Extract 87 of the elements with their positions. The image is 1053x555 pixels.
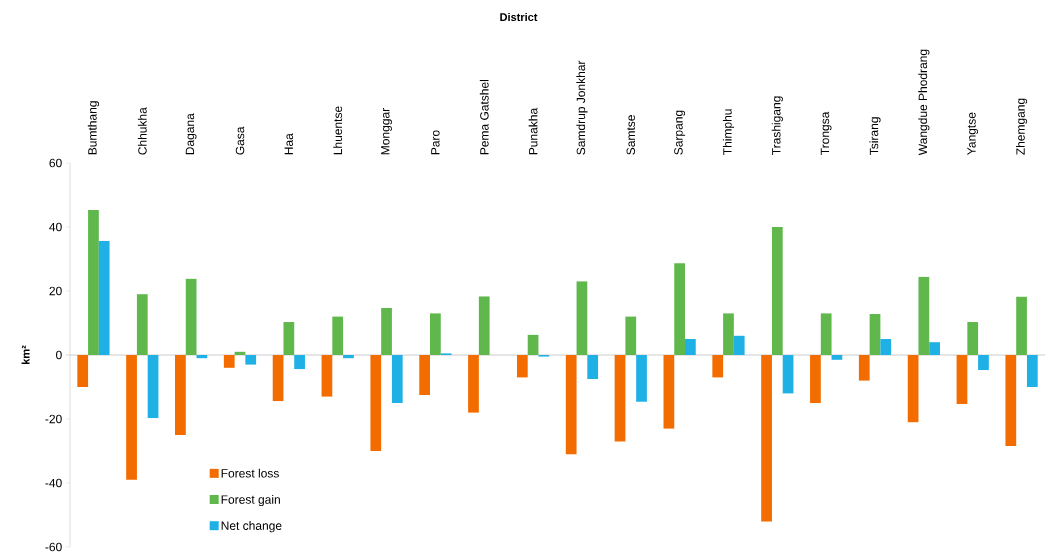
x-tick-label: Trashigang bbox=[771, 96, 783, 155]
y-tick-label: -40 bbox=[45, 478, 62, 488]
bar bbox=[880, 339, 892, 355]
bar bbox=[98, 241, 110, 355]
bar bbox=[1016, 296, 1027, 355]
x-tick-label: Trongsa bbox=[820, 111, 832, 155]
bar bbox=[869, 314, 881, 355]
bar bbox=[907, 355, 919, 423]
bar bbox=[918, 276, 930, 355]
bar bbox=[175, 355, 186, 435]
bar bbox=[370, 355, 382, 451]
bar bbox=[636, 355, 647, 402]
x-tick-label: Pema Gatshel bbox=[479, 80, 489, 155]
y-axis-title: km² bbox=[21, 345, 30, 365]
bar bbox=[245, 355, 257, 365]
bar bbox=[674, 263, 685, 355]
x-tick-label: Dagana bbox=[185, 113, 197, 155]
legend-label: Net change bbox=[221, 521, 282, 533]
bar bbox=[272, 355, 284, 402]
legend-label: Forest gain bbox=[221, 494, 280, 507]
bar bbox=[468, 355, 479, 413]
bar bbox=[1026, 355, 1038, 387]
bar bbox=[761, 355, 772, 522]
bar bbox=[516, 355, 528, 378]
bar bbox=[321, 355, 333, 397]
bar bbox=[723, 313, 734, 355]
y-tick-label: -20 bbox=[45, 414, 62, 424]
y-tick-label: 20 bbox=[49, 286, 62, 296]
bar bbox=[978, 355, 989, 371]
bar bbox=[136, 294, 148, 355]
x-tick-label: Punakha bbox=[528, 107, 538, 155]
bar bbox=[810, 355, 821, 403]
bar bbox=[419, 355, 431, 395]
x-axis-title: District bbox=[500, 12, 538, 22]
x-tick-label: Thimphu bbox=[722, 109, 735, 155]
x-tick-label: Yangtse bbox=[967, 112, 979, 155]
bar bbox=[712, 355, 724, 378]
bar bbox=[147, 355, 159, 419]
x-tick-label: Sarpang bbox=[674, 110, 686, 155]
bar bbox=[587, 355, 599, 379]
bar bbox=[391, 355, 403, 403]
bar bbox=[88, 210, 99, 355]
x-tick-label: Chhukha bbox=[137, 107, 147, 155]
x-tick-label: Zhemgang bbox=[1015, 98, 1028, 155]
bar bbox=[831, 355, 843, 360]
bar bbox=[126, 355, 137, 480]
x-tick-label: Bumthang bbox=[87, 101, 100, 155]
bar bbox=[430, 313, 441, 355]
bar bbox=[929, 342, 940, 355]
x-tick-label: Lhuentse bbox=[333, 106, 343, 155]
x-tick-label: Samdrup Jonkhar bbox=[576, 60, 588, 155]
bar bbox=[782, 355, 794, 394]
x-tick-label: Paro bbox=[431, 130, 440, 155]
bar bbox=[820, 313, 832, 355]
bar bbox=[332, 316, 344, 355]
bar bbox=[343, 355, 354, 359]
bar bbox=[381, 307, 392, 355]
x-tick-label: Samtse bbox=[626, 115, 636, 155]
bar bbox=[858, 355, 870, 381]
bar bbox=[771, 227, 783, 355]
bar bbox=[223, 355, 235, 368]
bar bbox=[663, 355, 675, 429]
bar bbox=[956, 355, 968, 404]
bar bbox=[478, 296, 490, 355]
bar bbox=[967, 322, 979, 355]
x-tick-label: Haa bbox=[284, 133, 294, 155]
bar bbox=[1005, 355, 1017, 446]
x-tick-label: Tsirang bbox=[869, 117, 881, 155]
bar bbox=[527, 334, 539, 355]
x-tick-label: Wangdue Phodrang bbox=[918, 49, 930, 156]
bar bbox=[185, 278, 197, 355]
y-tick-label: 0 bbox=[56, 350, 62, 360]
y-tick-label: 60 bbox=[49, 158, 62, 168]
legend-label: Forest loss bbox=[221, 468, 279, 478]
bar bbox=[733, 335, 745, 355]
bar bbox=[685, 339, 696, 355]
bar bbox=[565, 355, 577, 455]
bar bbox=[294, 355, 305, 370]
y-tick-label: 40 bbox=[49, 222, 62, 232]
bar bbox=[77, 355, 89, 387]
x-tick-label: Gasa bbox=[235, 126, 245, 155]
bar bbox=[614, 355, 626, 442]
y-tick-label: -60 bbox=[45, 542, 62, 552]
x-tick-label: Monggar bbox=[381, 108, 392, 155]
bar bbox=[283, 322, 295, 355]
bar bbox=[625, 316, 637, 355]
bar bbox=[576, 281, 588, 355]
